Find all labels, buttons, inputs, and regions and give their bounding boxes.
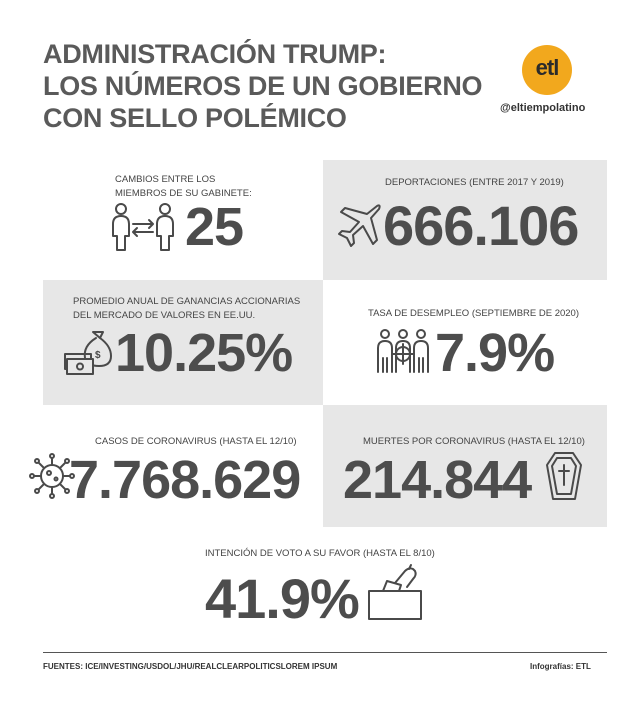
- vote-value: 41.9%: [205, 567, 360, 630]
- coffin-icon: [546, 452, 582, 500]
- panel-cases: CASOS DE CORONAVIRUS (HASTA EL 12/10) 7.…: [23, 405, 323, 527]
- deaths-label: MUERTES POR CORONAVIRUS (HASTA EL 12/10): [363, 436, 585, 447]
- panel-stocks: PROMEDIO ANUAL DE GANANCIAS ACCIONARIAS …: [43, 280, 323, 405]
- panel-deportations: DEPORTACIONES (ENTRE 2017 Y 2019) 666.10…: [323, 160, 607, 280]
- panel-unemployment: TASA DE DESEMPLEO (SEPTIEMBRE DE 2020) 7…: [323, 280, 607, 405]
- ballot-box-icon: [368, 564, 422, 620]
- deportations-label: DEPORTACIONES (ENTRE 2017 Y 2019): [385, 177, 564, 188]
- cases-label: CASOS DE CORONAVIRUS (HASTA EL 12/10): [95, 436, 297, 447]
- unemployment-label: TASA DE DESEMPLEO (SEPTIEMBRE DE 2020): [368, 308, 579, 319]
- cabinet-label: CAMBIOS ENTRE LOS MIEMBROS DE SU GABINET…: [115, 174, 252, 199]
- people-exchange-icon: [112, 203, 174, 251]
- footer-sources: FUENTES: ICE/INVESTING/USDOL/JHU/REALCLE…: [43, 662, 338, 671]
- money-bag-icon: $: [64, 331, 112, 375]
- deportations-value: 666.106: [383, 194, 579, 257]
- workers-target-icon: [377, 329, 429, 373]
- svg-text:$: $: [95, 350, 101, 361]
- cabinet-value: 25: [185, 197, 244, 257]
- logo-text: etl: [535, 55, 560, 80]
- stocks-value: 10.25%: [115, 323, 293, 383]
- title-line-2: LOS NÚMEROS DE UN GOBIERNO: [43, 71, 483, 101]
- vote-label: INTENCIÓN DE VOTO A SU FAVOR (HASTA EL 8…: [205, 548, 435, 559]
- panel-deaths: MUERTES POR CORONAVIRUS (HASTA EL 12/10)…: [323, 405, 607, 527]
- footer-divider: [43, 652, 607, 653]
- airplane-icon: [338, 204, 381, 247]
- unemployment-value: 7.9%: [435, 323, 555, 383]
- virus-icon: [29, 453, 75, 499]
- title-line-1: ADMINISTRACIÓN TRUMP:: [43, 39, 387, 69]
- cases-value: 7.768.629: [69, 450, 301, 510]
- deaths-value: 214.844: [343, 450, 532, 510]
- social-handle: @eltiempolatino: [500, 102, 586, 114]
- stocks-label: PROMEDIO ANUAL DE GANANCIAS ACCIONARIAS …: [73, 296, 301, 321]
- footer-credit: Infografías: ETL: [530, 662, 591, 671]
- title-line-3: CON SELLO POLÉMICO: [43, 103, 347, 133]
- panel-vote: INTENCIÓN DE VOTO A SU FAVOR (HASTA EL 8…: [43, 527, 607, 647]
- brand-logo: etl: [522, 45, 572, 95]
- panel-cabinet: CAMBIOS ENTRE LOS MIEMBROS DE SU GABINET…: [43, 160, 323, 280]
- page-title: ADMINISTRACIÓN TRUMP: LOS NÚMEROS DE UN …: [43, 38, 483, 134]
